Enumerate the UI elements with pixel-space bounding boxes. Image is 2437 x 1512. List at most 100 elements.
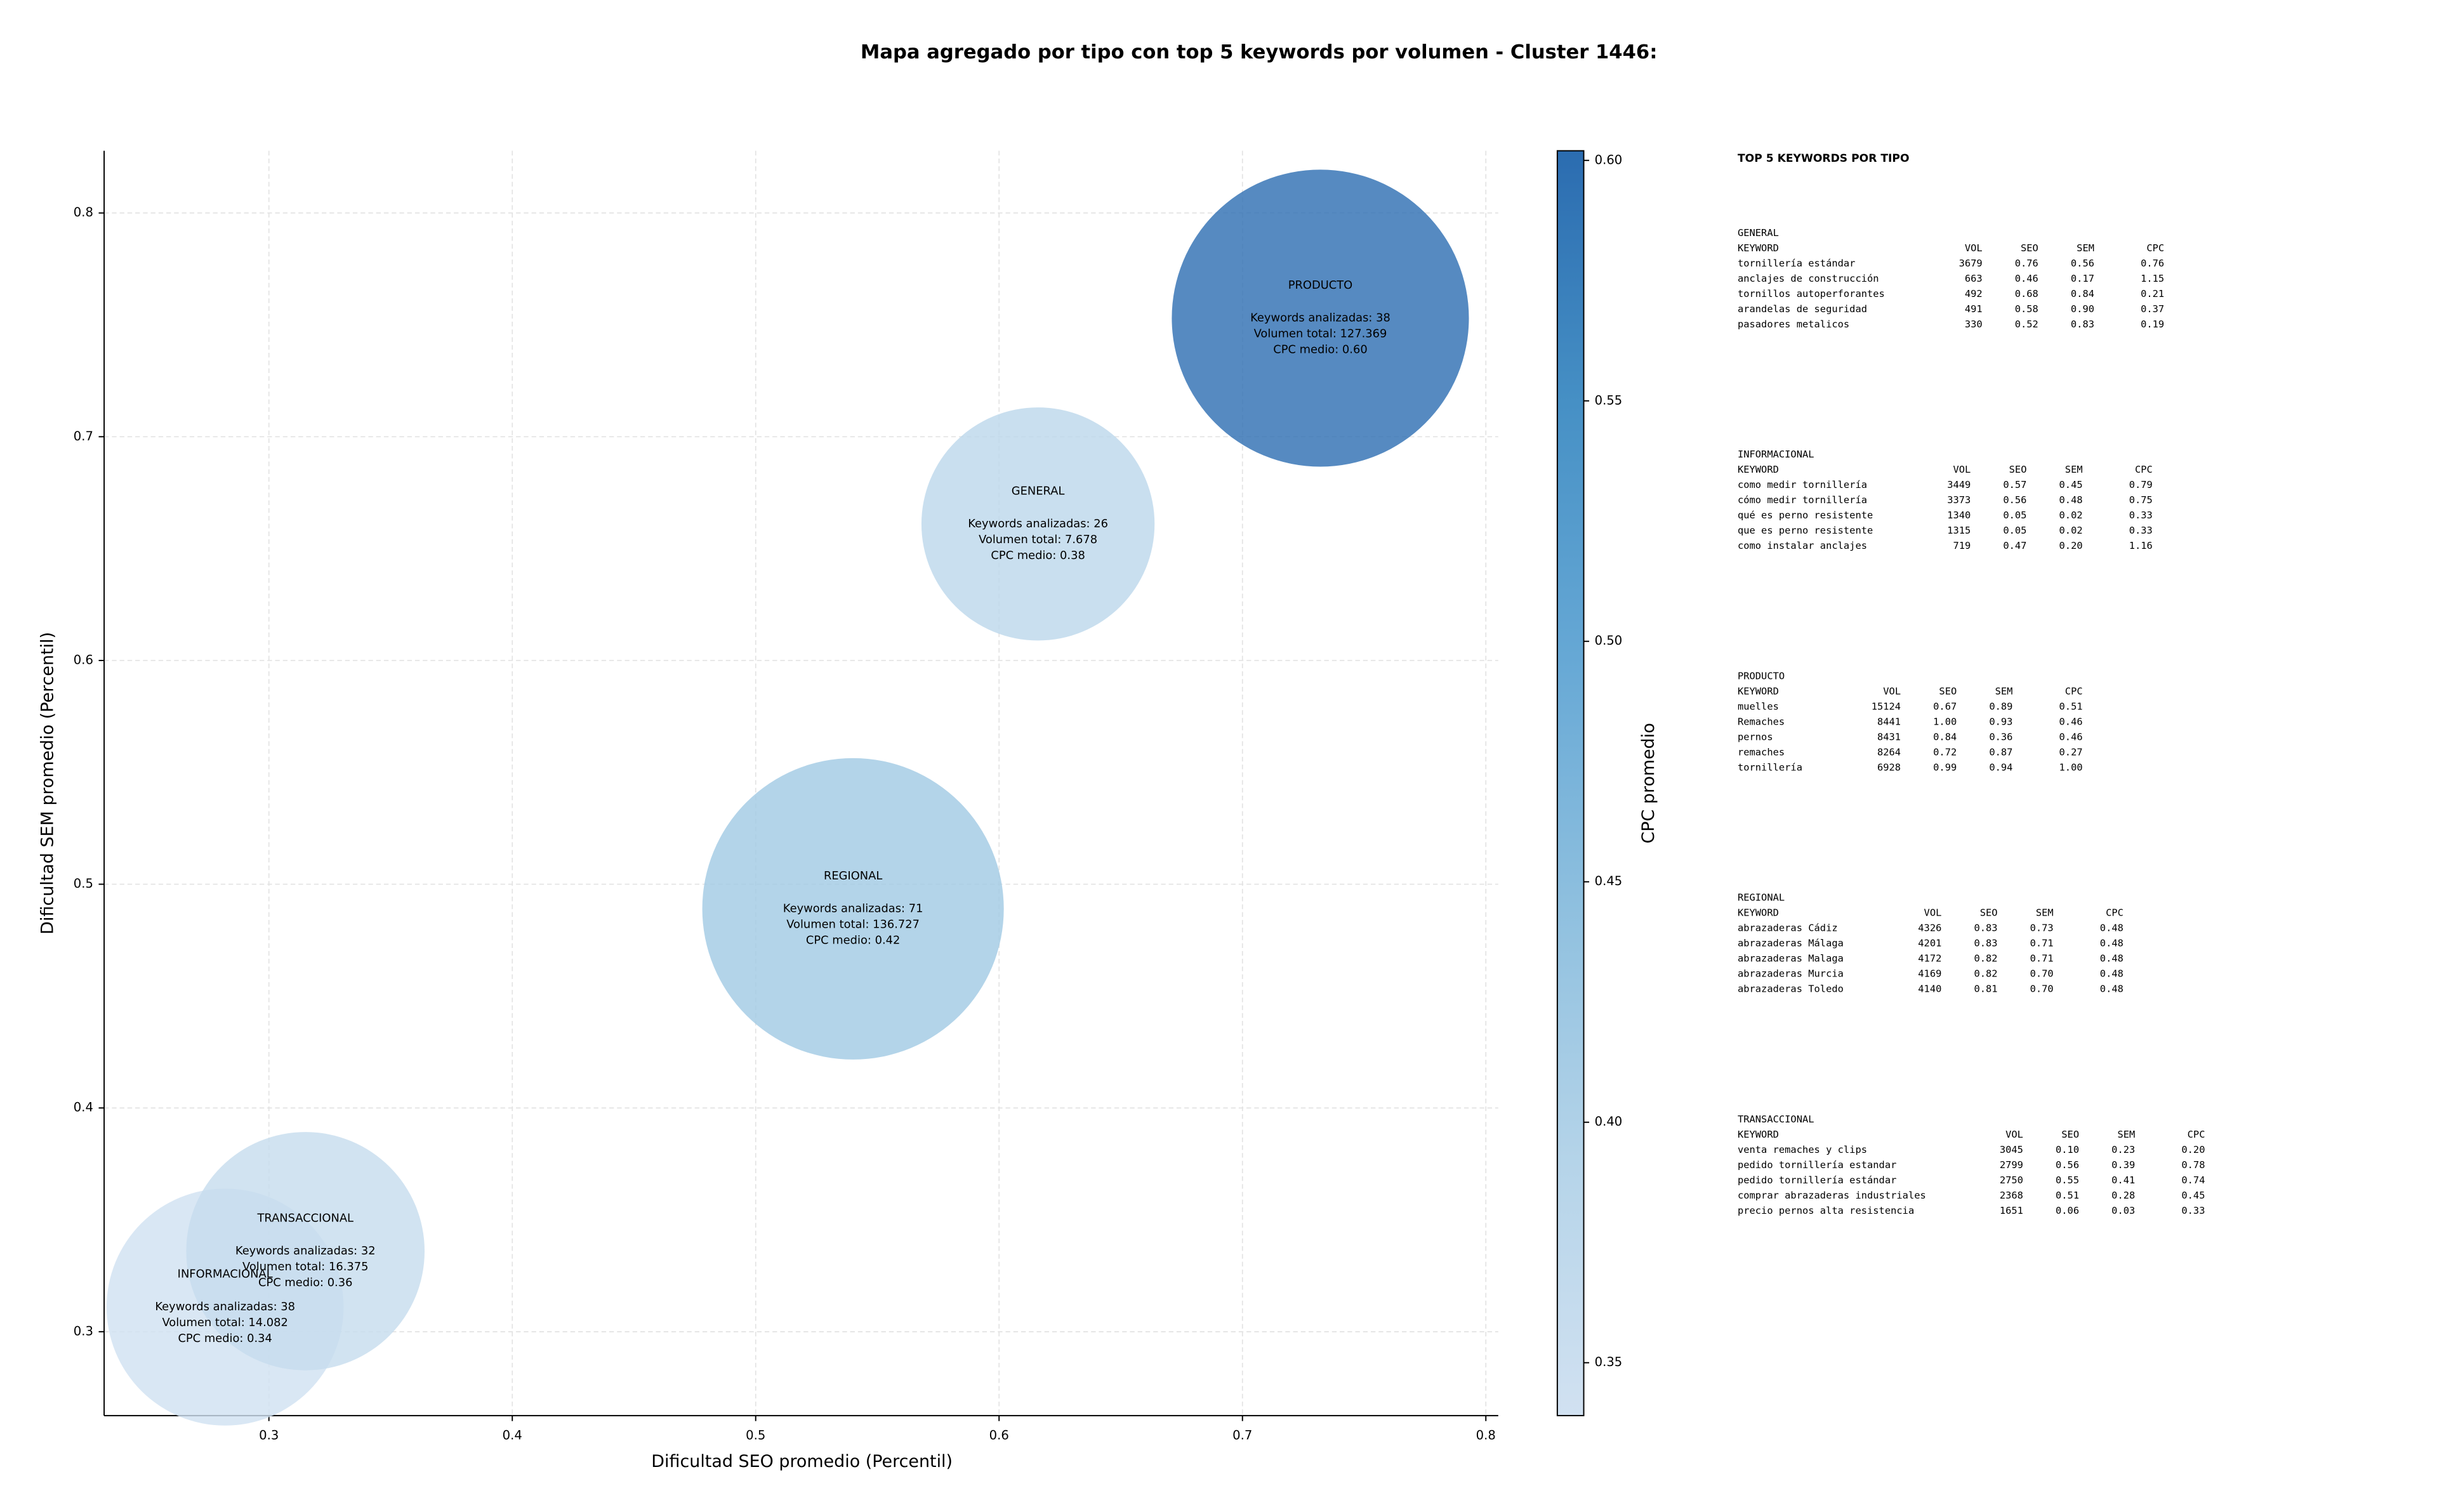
y-axis-label: Dificultad SEM promedio (Percentil) (37, 632, 57, 935)
table-cell: 0.37 (2141, 303, 2164, 315)
table-header: SEO (1939, 685, 1957, 697)
table-cell: 6928 (1877, 761, 1901, 773)
table-cell: pedido tornillería estandar (1738, 1159, 1896, 1171)
table-cell: 0.76 (2015, 258, 2038, 269)
table-cell: 0.45 (2181, 1190, 2205, 1201)
table-cell: 0.47 (2003, 540, 2026, 551)
table-cell: 0.93 (1989, 716, 2012, 727)
table-cell: 0.46 (2059, 731, 2083, 742)
bubble-annotation: Volumen total: 14.082 (162, 1316, 287, 1329)
table-cell: 4169 (1918, 968, 1941, 980)
bubble-annotation: Volumen total: 7.678 (979, 533, 1097, 546)
table-cell: 0.94 (1989, 761, 2012, 773)
colorbar-tick-label: 0.50 (1595, 633, 1623, 648)
table-header: KEYWORD (1738, 907, 1779, 919)
y-tick-label: 0.6 (74, 652, 93, 667)
bubble-name: INFORMACIONAL (178, 1268, 273, 1281)
table-cell: 2799 (2000, 1159, 2023, 1171)
table-cell: abrazaderas Murcia (1738, 968, 1844, 980)
table-header: KEYWORD (1738, 685, 1779, 697)
table-cell: 1.15 (2141, 273, 2164, 284)
table-cell: 492 (1965, 288, 1983, 299)
table-cell: tornillos autoperforantes (1738, 288, 1885, 299)
table-cell: 0.89 (1989, 700, 2012, 712)
table-cell: 0.84 (2071, 288, 2094, 299)
table-title: INFORMACIONAL (1738, 449, 1814, 460)
table-header: SEM (2065, 464, 2083, 475)
table-header: SEO (1980, 907, 1998, 919)
table-cell: tornillería estándar (1738, 258, 1856, 269)
table-cell: 2368 (2000, 1190, 2023, 1201)
table-cell: 0.33 (2129, 509, 2153, 521)
table-cell: remaches (1738, 746, 1785, 758)
table-cell: 0.48 (2100, 938, 2123, 949)
colorbar-tick-label: 0.45 (1595, 874, 1623, 888)
table-cell: 0.56 (2003, 494, 2026, 506)
table-header: VOL (2005, 1129, 2023, 1140)
table-cell: anclajes de construcción (1738, 273, 1879, 284)
y-tick-label: 0.7 (74, 429, 93, 444)
table-header: SEM (2077, 242, 2094, 254)
colorbar-tick-label: 0.40 (1595, 1114, 1623, 1129)
bubble (702, 758, 1004, 1060)
bubble-name: TRANSACCIONAL (256, 1211, 353, 1225)
table-header: SEM (2117, 1129, 2135, 1140)
table-cell: 0.78 (2181, 1159, 2205, 1171)
table-cell: 0.46 (2015, 273, 2038, 284)
table-cell: 330 (1965, 319, 1983, 330)
bubble-annotation: CPC medio: 0.38 (991, 549, 1085, 562)
table-header: SEO (2009, 464, 2027, 475)
table-cell: cómo medir tornillería (1738, 494, 1867, 506)
table-header: SEM (1995, 685, 2013, 697)
table-cell: 0.33 (2129, 525, 2153, 536)
table-cell: 0.02 (2059, 509, 2083, 521)
table-cell: 1.16 (2129, 540, 2153, 551)
x-tick-label: 0.6 (989, 1428, 1009, 1442)
bubble-annotation: Keywords analizadas: 71 (783, 902, 923, 915)
table-cell: 0.51 (2056, 1190, 2079, 1201)
table-header: KEYWORD (1738, 464, 1779, 475)
table-header: VOL (1953, 464, 1971, 475)
colorbar-tick-label: 0.60 (1595, 152, 1623, 167)
table-cell: muelles (1738, 700, 1779, 712)
table-cell: 0.05 (2003, 509, 2026, 521)
x-tick-label: 0.4 (503, 1428, 522, 1442)
table-cell: 0.02 (2059, 525, 2083, 536)
table-cell: 0.70 (2030, 968, 2054, 980)
table-cell: 0.55 (2056, 1174, 2079, 1186)
table-title: GENERAL (1738, 227, 1779, 239)
table-header: VOL (1883, 685, 1901, 697)
table-cell: 8441 (1877, 716, 1901, 727)
colorbar-tick-label: 0.55 (1595, 393, 1623, 407)
table-title: TRANSACCIONAL (1738, 1114, 1814, 1125)
table-cell: 1315 (1947, 525, 1971, 536)
table-cell: qué es perno resistente (1738, 509, 1873, 521)
bubble-annotation: CPC medio: 0.60 (1273, 343, 1367, 356)
table-cell: 0.82 (1974, 953, 1997, 964)
table-cell: 0.67 (1933, 700, 1957, 712)
table-cell: pasadores metalicos (1738, 319, 1849, 330)
bubble-annotation: Keywords analizadas: 32 (235, 1244, 376, 1258)
bubble-name: PRODUCTO (1288, 279, 1352, 292)
table-cell: 0.87 (1989, 746, 2012, 758)
table-cell: 0.58 (2015, 303, 2038, 315)
table-cell: 0.41 (2111, 1174, 2135, 1186)
bubble-annotation: Volumen total: 127.369 (1254, 327, 1387, 340)
colorbar (1556, 150, 1585, 1417)
table-cell: como medir tornillería (1738, 479, 1867, 490)
table-cell: 0.73 (2030, 923, 2054, 934)
x-tick-label: 0.5 (746, 1428, 765, 1442)
y-tick-label: 0.5 (74, 876, 93, 891)
bubble-annotation: CPC medio: 0.42 (806, 933, 900, 947)
bubble (186, 1132, 425, 1371)
table-cell: abrazaderas Málaga (1738, 938, 1844, 949)
bubble (1172, 169, 1469, 467)
x-tick-label: 0.3 (259, 1428, 279, 1442)
bubble-annotation: Keywords analizadas: 38 (155, 1300, 295, 1313)
table-cell: 0.76 (2141, 258, 2164, 269)
table-cell: 3373 (1947, 494, 1971, 506)
table-cell: que es perno resistente (1738, 525, 1873, 536)
table-cell: 719 (1953, 540, 1971, 551)
table-cell: 0.68 (2015, 288, 2038, 299)
